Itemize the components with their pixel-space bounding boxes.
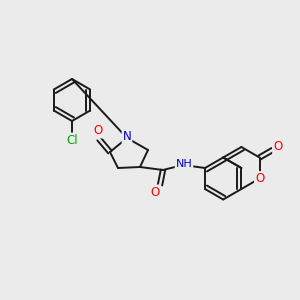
Text: N: N (123, 130, 131, 143)
Text: NH: NH (176, 159, 192, 169)
Text: O: O (255, 172, 264, 185)
Text: Cl: Cl (66, 134, 78, 146)
Text: O: O (273, 140, 282, 154)
Text: O: O (93, 124, 103, 137)
Text: O: O (150, 185, 160, 199)
